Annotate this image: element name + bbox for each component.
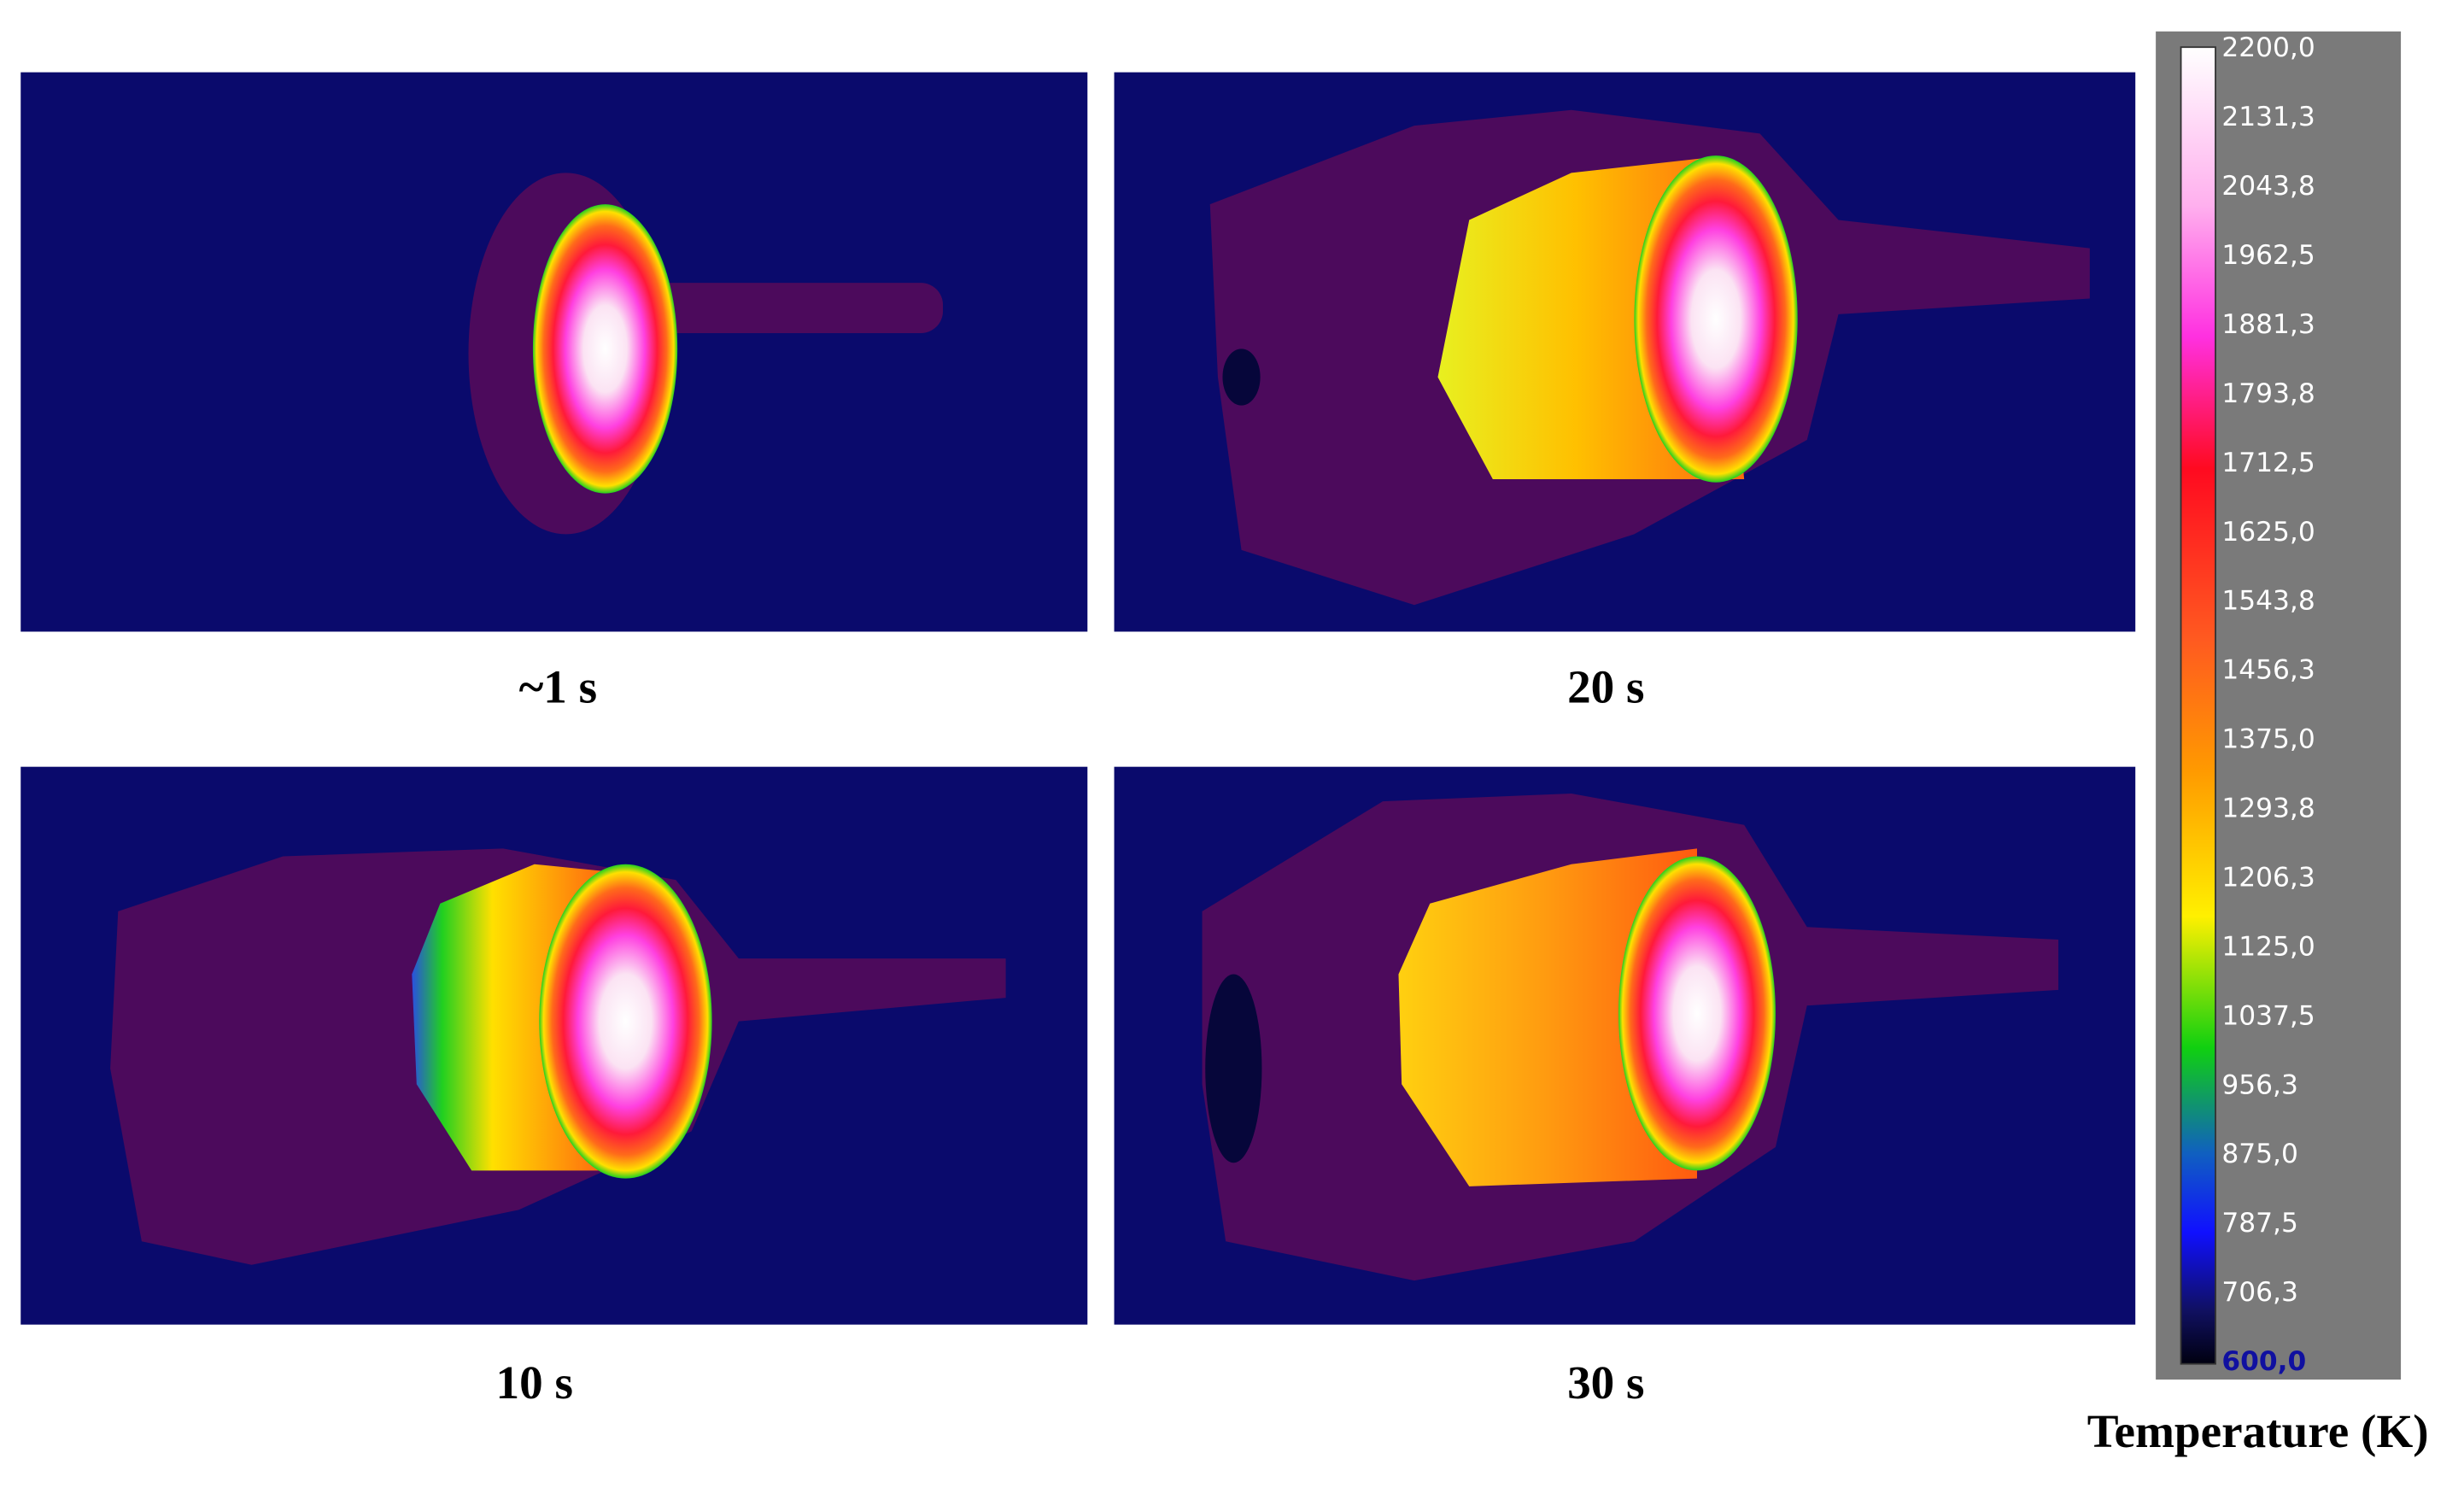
panel-20s xyxy=(1114,72,2136,632)
colorbar-tick-label: 1962,5 xyxy=(2221,240,2315,271)
colorbar-tick-label: 1293,8 xyxy=(2221,794,2315,824)
panel-10s xyxy=(20,766,1088,1325)
colorbar-tick-label: 2131,3 xyxy=(2221,102,2315,132)
colorbar-tick-label: 1206,3 xyxy=(2221,862,2315,893)
colorbar-title: Temperature (K) xyxy=(2087,1405,2429,1457)
colorbar-tick-label: 1037,5 xyxy=(2221,1000,2315,1031)
colorbar-strip xyxy=(2180,46,2216,1365)
colorbar-tick-label: 1125,0 xyxy=(2221,931,2315,962)
colorbar-tick-label: 875,0 xyxy=(2221,1139,2298,1169)
panel-label: ~1 s xyxy=(519,660,598,712)
colorbar-tick-label: 1543,8 xyxy=(2221,586,2315,617)
panel-label: 10 s xyxy=(496,1356,573,1409)
panel-label: 30 s xyxy=(1567,1356,1644,1409)
colorbar-tick-label: 600,0 xyxy=(2221,1346,2306,1377)
panel-30s xyxy=(1114,766,2136,1325)
colorbar-tick-label: 706,3 xyxy=(2221,1277,2298,1308)
panel-label: 20 s xyxy=(1567,660,1644,712)
colorbar-tick-label: 2043,8 xyxy=(2221,171,2315,202)
colorbar-tick-label: 956,3 xyxy=(2221,1069,2298,1100)
panel-1s xyxy=(20,72,1088,632)
colorbar-tick-label: 1712,5 xyxy=(2221,448,2315,478)
colorbar-tick-label: 1881,3 xyxy=(2221,309,2315,340)
colorbar-tick-label: 1625,0 xyxy=(2221,517,2315,548)
colorbar-tick-label: 1793,8 xyxy=(2221,378,2315,409)
colorbar-tick-label: 1456,3 xyxy=(2221,655,2315,686)
colorbar: 2200,0 2131,3 2043,8 1962,5 1881,3 1793,8 1712… xyxy=(2156,31,2402,1380)
colorbar-tick-label: 1375,0 xyxy=(2221,724,2315,755)
colorbar-tick-label: 2200,0 xyxy=(2221,32,2315,63)
colorbar-tick-label: 787,5 xyxy=(2221,1208,2298,1239)
